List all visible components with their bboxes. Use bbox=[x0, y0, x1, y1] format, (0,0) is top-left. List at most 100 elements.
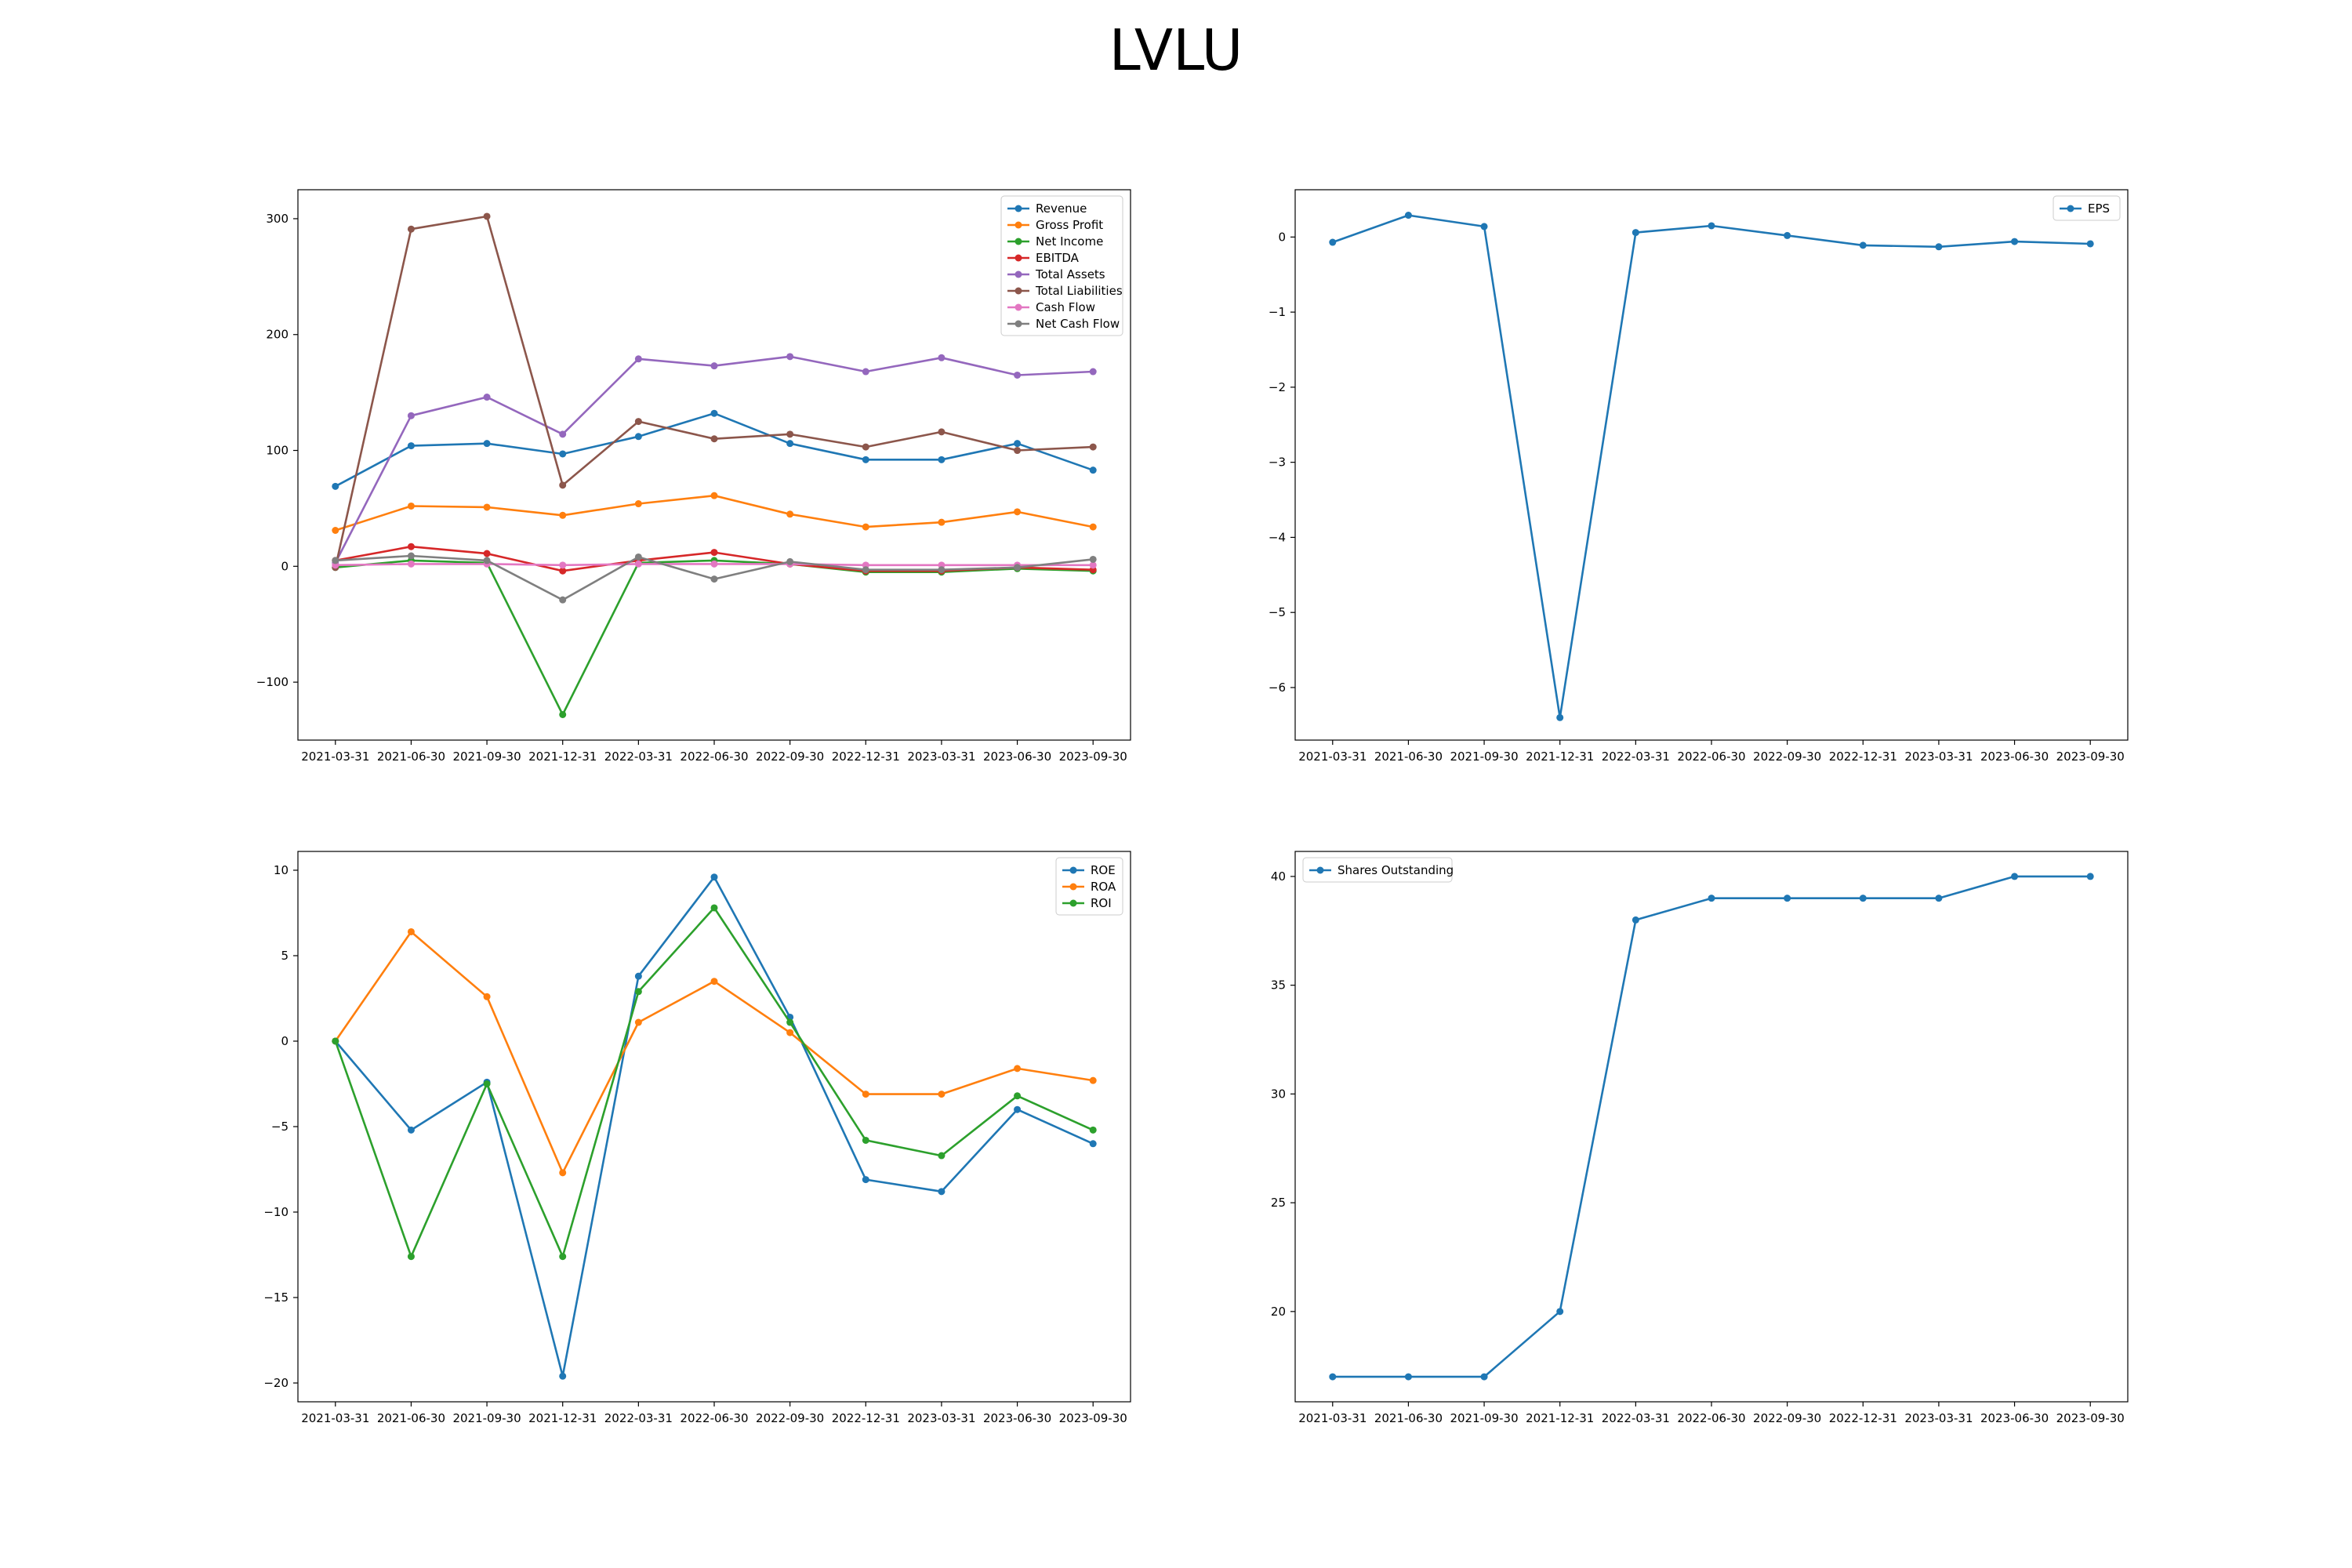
x-tick-label: 2022-06-30 bbox=[680, 750, 748, 764]
data-point-total-liabilities bbox=[634, 418, 642, 426]
data-point-total-assets bbox=[407, 412, 415, 419]
x-tick-label: 2023-06-30 bbox=[983, 1411, 1051, 1425]
legend-marker-roi bbox=[1069, 899, 1077, 907]
data-point-roa bbox=[1089, 1076, 1097, 1084]
data-point-net-income bbox=[559, 710, 567, 718]
data-point-roa bbox=[559, 1169, 567, 1177]
chart-4: 2021-03-31 2021-06-30 2021-09-30 2021-12-31… bbox=[1271, 851, 2129, 1425]
y-tick-label: −5 bbox=[271, 1120, 289, 1134]
data-point-eps bbox=[1708, 222, 1715, 230]
data-point-roe bbox=[938, 1188, 946, 1196]
x-tick-label: 2022-06-30 bbox=[1677, 750, 1745, 764]
legend-marker-gross-profit bbox=[1014, 221, 1022, 229]
y-tick-label: 200 bbox=[266, 328, 289, 342]
data-point-ebitda bbox=[407, 543, 415, 550]
x-tick-label: 2021-12-31 bbox=[1526, 1411, 1594, 1425]
data-point-roe bbox=[710, 873, 718, 881]
y-tick-label: 0 bbox=[1278, 230, 1286, 244]
data-point-shares-outstanding bbox=[1708, 895, 1715, 902]
x-tick-label: 2021-12-31 bbox=[528, 750, 597, 764]
data-point-revenue bbox=[483, 440, 491, 448]
data-point-net-cash-flow bbox=[862, 566, 869, 574]
x-tick-label: 2023-09-30 bbox=[1059, 750, 1127, 764]
plot-frame bbox=[1294, 189, 2129, 741]
y-tick-label: −15 bbox=[263, 1290, 289, 1305]
x-tick-label: 2021-12-31 bbox=[528, 1411, 597, 1425]
data-point-shares-outstanding bbox=[1329, 1373, 1337, 1381]
data-point-net-cash-flow bbox=[332, 557, 339, 564]
y-tick-label: −4 bbox=[1269, 530, 1286, 544]
data-point-total-liabilities bbox=[559, 481, 567, 489]
data-point-roi bbox=[634, 988, 642, 996]
legend-marker-ebitda bbox=[1014, 254, 1022, 262]
legend-marker-revenue bbox=[1014, 205, 1022, 212]
x-tick-label: 2021-03-31 bbox=[1298, 750, 1367, 764]
legend-marker-roa bbox=[1069, 883, 1077, 891]
chart-1: 2021-03-31 2021-06-30 2021-09-30 2021-12-31… bbox=[256, 189, 1131, 764]
data-point-revenue bbox=[786, 440, 794, 448]
data-point-roa bbox=[634, 1018, 642, 1026]
y-tick-label: 10 bbox=[274, 863, 289, 877]
x-tick-label: 2022-09-30 bbox=[1753, 750, 1821, 764]
data-point-shares-outstanding bbox=[2086, 873, 2094, 880]
legend-marker-total-liabilities bbox=[1014, 287, 1022, 295]
data-point-roi bbox=[1089, 1126, 1097, 1134]
legend-label-shares-outstanding: Shares Outstanding bbox=[1338, 863, 1454, 877]
data-point-roa bbox=[862, 1091, 869, 1098]
data-point-shares-outstanding bbox=[1632, 916, 1639, 924]
legend-label-cash-flow: Cash Flow bbox=[1036, 300, 1095, 314]
legend-box bbox=[2053, 195, 2121, 221]
figure-title: LVLU bbox=[1109, 17, 1243, 83]
x-tick-label: 2023-06-30 bbox=[983, 750, 1051, 764]
data-point-eps bbox=[1859, 241, 1867, 249]
data-point-total-liabilities bbox=[1014, 447, 1022, 455]
legend: ROE ROA ROI bbox=[1055, 857, 1123, 916]
legend-marker-net-income bbox=[1014, 238, 1022, 245]
series-line-net-income bbox=[335, 559, 1094, 716]
data-point-roi bbox=[862, 1136, 869, 1144]
data-point-roe bbox=[862, 1176, 869, 1184]
data-point-net-cash-flow bbox=[483, 557, 491, 564]
x-tick-label: 2023-03-31 bbox=[1904, 750, 1973, 764]
legend-marker-net-cash-flow bbox=[1014, 320, 1022, 328]
data-point-net-cash-flow bbox=[938, 566, 946, 574]
x-tick-label: 2023-03-31 bbox=[907, 1411, 975, 1425]
data-point-eps bbox=[1784, 231, 1791, 239]
data-point-eps bbox=[1935, 243, 1943, 251]
x-tick-label: 2022-12-31 bbox=[832, 1411, 900, 1425]
data-point-revenue bbox=[634, 433, 642, 441]
x-tick-label: 2023-06-30 bbox=[1980, 750, 2049, 764]
data-point-net-cash-flow bbox=[407, 552, 415, 560]
legend-label-total-assets: Total Assets bbox=[1035, 267, 1105, 281]
x-tick-label: 2022-06-30 bbox=[1677, 1411, 1745, 1425]
legend-label-total-liabilities: Total Liabilities bbox=[1035, 284, 1123, 298]
data-point-gross-profit bbox=[938, 518, 946, 526]
data-point-roi bbox=[938, 1152, 946, 1160]
legend-label-eps: EPS bbox=[2088, 201, 2110, 216]
data-point-total-liabilities bbox=[862, 443, 869, 451]
data-point-roa bbox=[938, 1091, 946, 1098]
data-point-roa bbox=[710, 978, 718, 985]
data-point-roa bbox=[483, 993, 491, 1000]
data-point-revenue bbox=[862, 456, 869, 463]
data-point-roi bbox=[332, 1037, 339, 1045]
data-point-total-assets bbox=[1014, 371, 1022, 379]
data-point-total-liabilities bbox=[786, 430, 794, 438]
legend-label-roi: ROI bbox=[1091, 896, 1112, 910]
data-point-shares-outstanding bbox=[1784, 895, 1791, 902]
data-point-net-cash-flow bbox=[710, 575, 718, 583]
legend-label-ebitda: EBITDA bbox=[1036, 251, 1080, 265]
x-tick-label: 2023-09-30 bbox=[2056, 750, 2125, 764]
data-point-shares-outstanding bbox=[1480, 1373, 1488, 1381]
y-tick-label: 100 bbox=[266, 444, 289, 458]
x-tick-label: 2021-09-30 bbox=[1450, 1411, 1518, 1425]
data-point-net-cash-flow bbox=[634, 553, 642, 561]
data-point-total-assets bbox=[634, 355, 642, 363]
data-point-total-assets bbox=[862, 368, 869, 376]
x-tick-label: 2022-09-30 bbox=[756, 1411, 824, 1425]
data-point-net-cash-flow bbox=[559, 596, 567, 604]
data-point-total-assets bbox=[1089, 368, 1097, 376]
y-tick-label: −20 bbox=[263, 1376, 289, 1390]
x-tick-label: 2021-09-30 bbox=[452, 1411, 521, 1425]
series-line-revenue bbox=[335, 412, 1094, 488]
